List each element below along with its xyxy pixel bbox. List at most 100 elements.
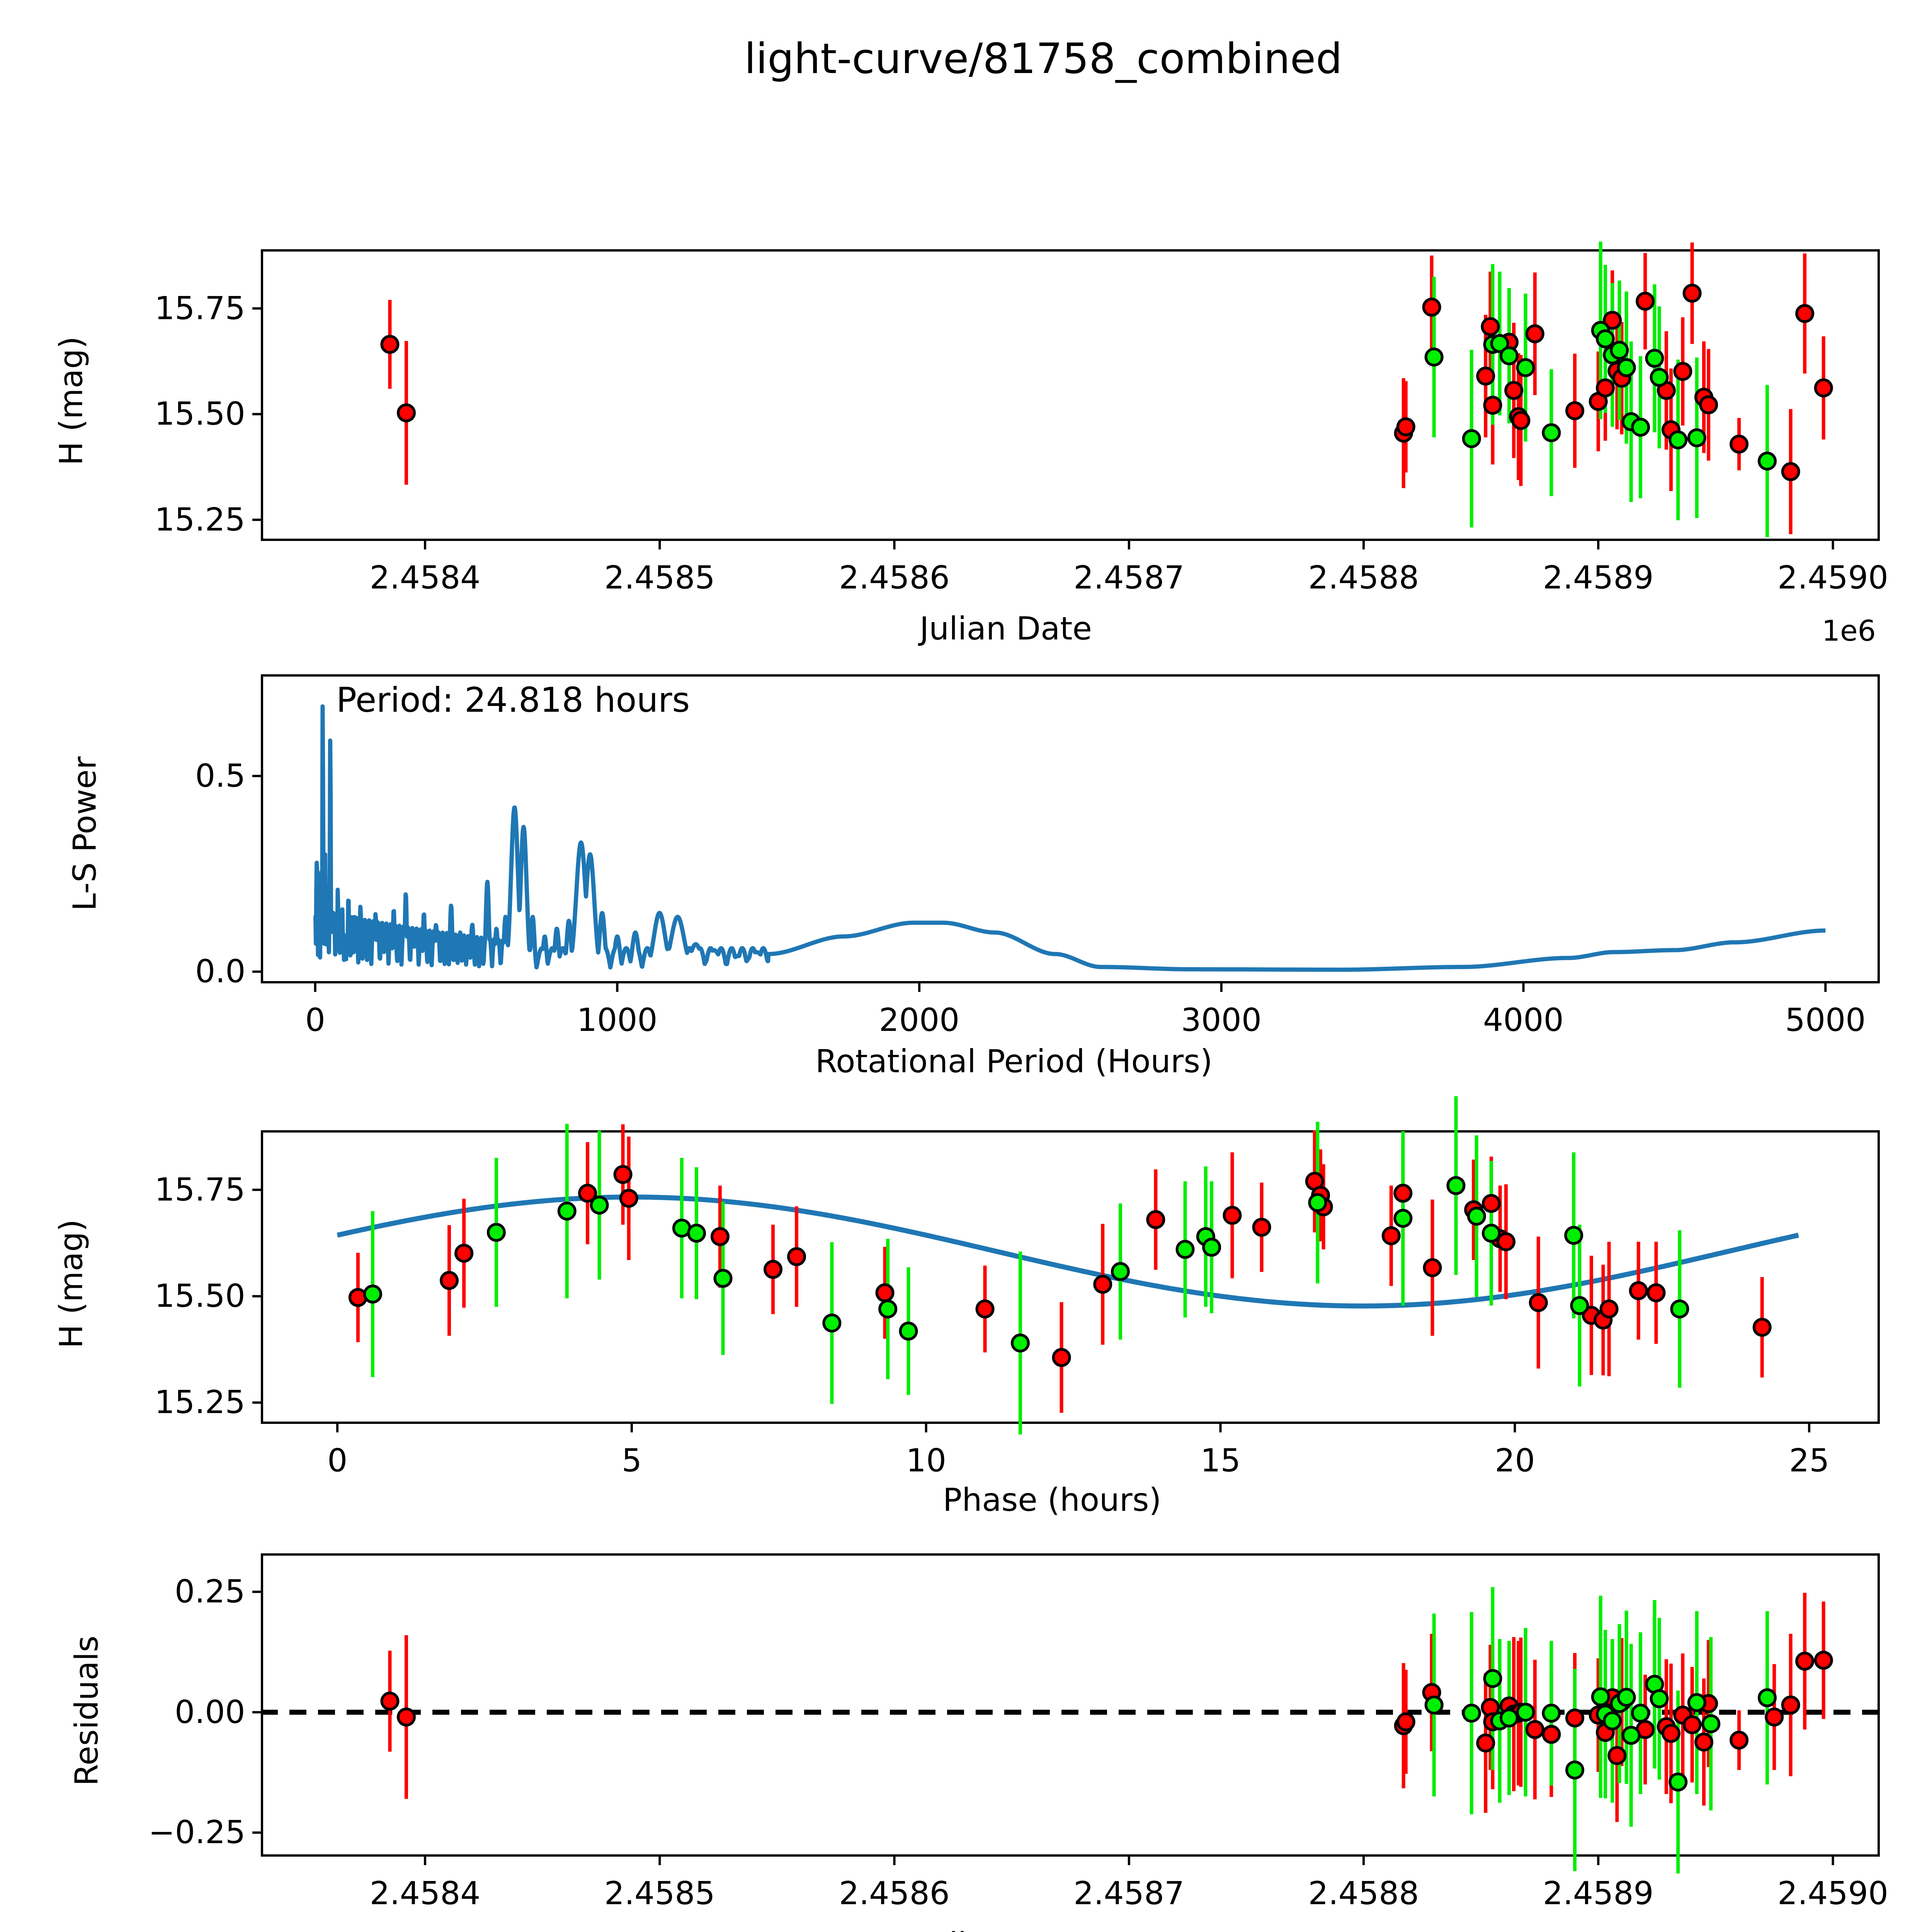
- data-point: [557, 1201, 577, 1221]
- residuals-offset-label: 1e6: [1822, 1930, 1876, 1932]
- lightcurve-offset-label: 1e6: [1822, 614, 1876, 648]
- data-point: [454, 1243, 474, 1263]
- data-point: [396, 1708, 416, 1727]
- lightcurve-ytick: 15.75: [155, 290, 245, 327]
- data-point: [1758, 1688, 1777, 1708]
- data-point: [1631, 1704, 1650, 1723]
- data-point: [1673, 362, 1692, 381]
- data-point: [1476, 1733, 1495, 1753]
- phasefold-xtick: 0: [327, 1442, 348, 1479]
- data-point: [1483, 1669, 1502, 1688]
- data-point: [1795, 1651, 1815, 1671]
- residuals-xtick: 2.4586: [839, 1875, 950, 1912]
- data-point: [1781, 1696, 1800, 1714]
- data-point: [1646, 1283, 1666, 1303]
- data-point: [1603, 311, 1622, 330]
- data-point: [578, 1184, 597, 1203]
- data-point: [486, 1223, 506, 1242]
- data-point: [1146, 1210, 1165, 1229]
- residuals-xtick: 2.4584: [369, 1875, 481, 1912]
- residuals-xlabel: Julian Date: [920, 1926, 1092, 1932]
- data-point: [1396, 1712, 1415, 1731]
- phasefold-xtick: 25: [1789, 1442, 1830, 1479]
- data-point: [878, 1299, 898, 1319]
- data-point: [1758, 451, 1777, 471]
- data-point: [975, 1299, 995, 1319]
- phasefold-series: [348, 1096, 1772, 1435]
- data-point: [1687, 1693, 1706, 1712]
- data-point: [899, 1321, 918, 1341]
- data-point: [764, 1260, 783, 1279]
- phasefold-xtick: 10: [906, 1442, 947, 1479]
- data-point: [1542, 423, 1561, 442]
- residuals-series: [380, 1587, 1833, 1874]
- data-point: [1424, 1696, 1444, 1714]
- residuals-ytick: −0.25: [148, 1814, 246, 1851]
- data-point: [363, 1284, 382, 1304]
- data-point: [1765, 1708, 1784, 1727]
- data-point: [1565, 401, 1585, 420]
- data-point: [1631, 418, 1650, 437]
- data-point: [1496, 1232, 1515, 1252]
- data-point: [1393, 1184, 1413, 1203]
- data-point: [380, 1692, 400, 1711]
- phasefold-ytick: 15.50: [155, 1278, 245, 1315]
- data-point: [619, 1189, 638, 1208]
- data-point: [1500, 346, 1519, 366]
- data-point: [1476, 366, 1495, 386]
- residuals-ylabel: Residuals: [68, 1635, 105, 1786]
- periodogram-line: [313, 704, 1827, 972]
- data-point: [1591, 1687, 1610, 1706]
- data-point: [1111, 1262, 1130, 1281]
- lightcurve-ytick: 15.25: [155, 501, 245, 538]
- residuals-xtick: 2.4590: [1777, 1875, 1888, 1912]
- data-point: [1504, 381, 1524, 400]
- data-point: [590, 1196, 609, 1215]
- data-point: [1175, 1240, 1195, 1259]
- periodogram-xtick: 0: [305, 1002, 325, 1039]
- phasefold-ytick: 15.25: [155, 1384, 245, 1421]
- data-point: [1564, 1226, 1583, 1245]
- data-point: [1694, 1732, 1714, 1752]
- data-point: [1687, 428, 1706, 447]
- data-point: [1422, 298, 1441, 317]
- data-point: [1202, 1238, 1221, 1257]
- data-point: [1668, 1772, 1688, 1792]
- data-point: [1570, 1296, 1589, 1315]
- data-point: [1423, 1258, 1442, 1277]
- period-annotation: Period: 24.818 hours: [336, 680, 690, 720]
- data-point: [687, 1224, 706, 1243]
- residuals-ytick: 0.25: [175, 1573, 245, 1611]
- residuals-xtick: 2.4588: [1308, 1875, 1419, 1912]
- data-point: [1393, 1209, 1413, 1228]
- periodogram-xlabel: Rotational Period (Hours): [815, 1043, 1213, 1080]
- data-point: [1596, 329, 1615, 349]
- periodogram-xtick: 5000: [1785, 1002, 1866, 1039]
- lightcurve-series: [380, 242, 1833, 537]
- data-point: [1603, 1711, 1622, 1731]
- data-point: [1682, 1715, 1702, 1735]
- data-point: [1565, 1760, 1585, 1780]
- data-point: [1052, 1348, 1071, 1367]
- data-point: [1596, 378, 1615, 398]
- data-point: [613, 1165, 633, 1184]
- lightcurve-xtick: 2.4586: [839, 559, 950, 596]
- figure-title: light-curve/81758_combined: [744, 35, 1342, 83]
- data-point: [1668, 430, 1688, 449]
- data-point: [1636, 292, 1655, 311]
- data-point: [1529, 1293, 1548, 1312]
- phasefold-xlabel: Phase (hours): [943, 1482, 1162, 1519]
- lightcurve-xtick: 2.4584: [369, 559, 481, 596]
- data-point: [787, 1247, 806, 1266]
- data-point: [1607, 1746, 1627, 1765]
- data-point: [710, 1227, 730, 1246]
- data-point: [1662, 1724, 1681, 1743]
- data-point: [1650, 1689, 1669, 1708]
- data-point: [1795, 304, 1815, 323]
- data-point: [822, 1313, 842, 1333]
- data-point: [1781, 462, 1800, 481]
